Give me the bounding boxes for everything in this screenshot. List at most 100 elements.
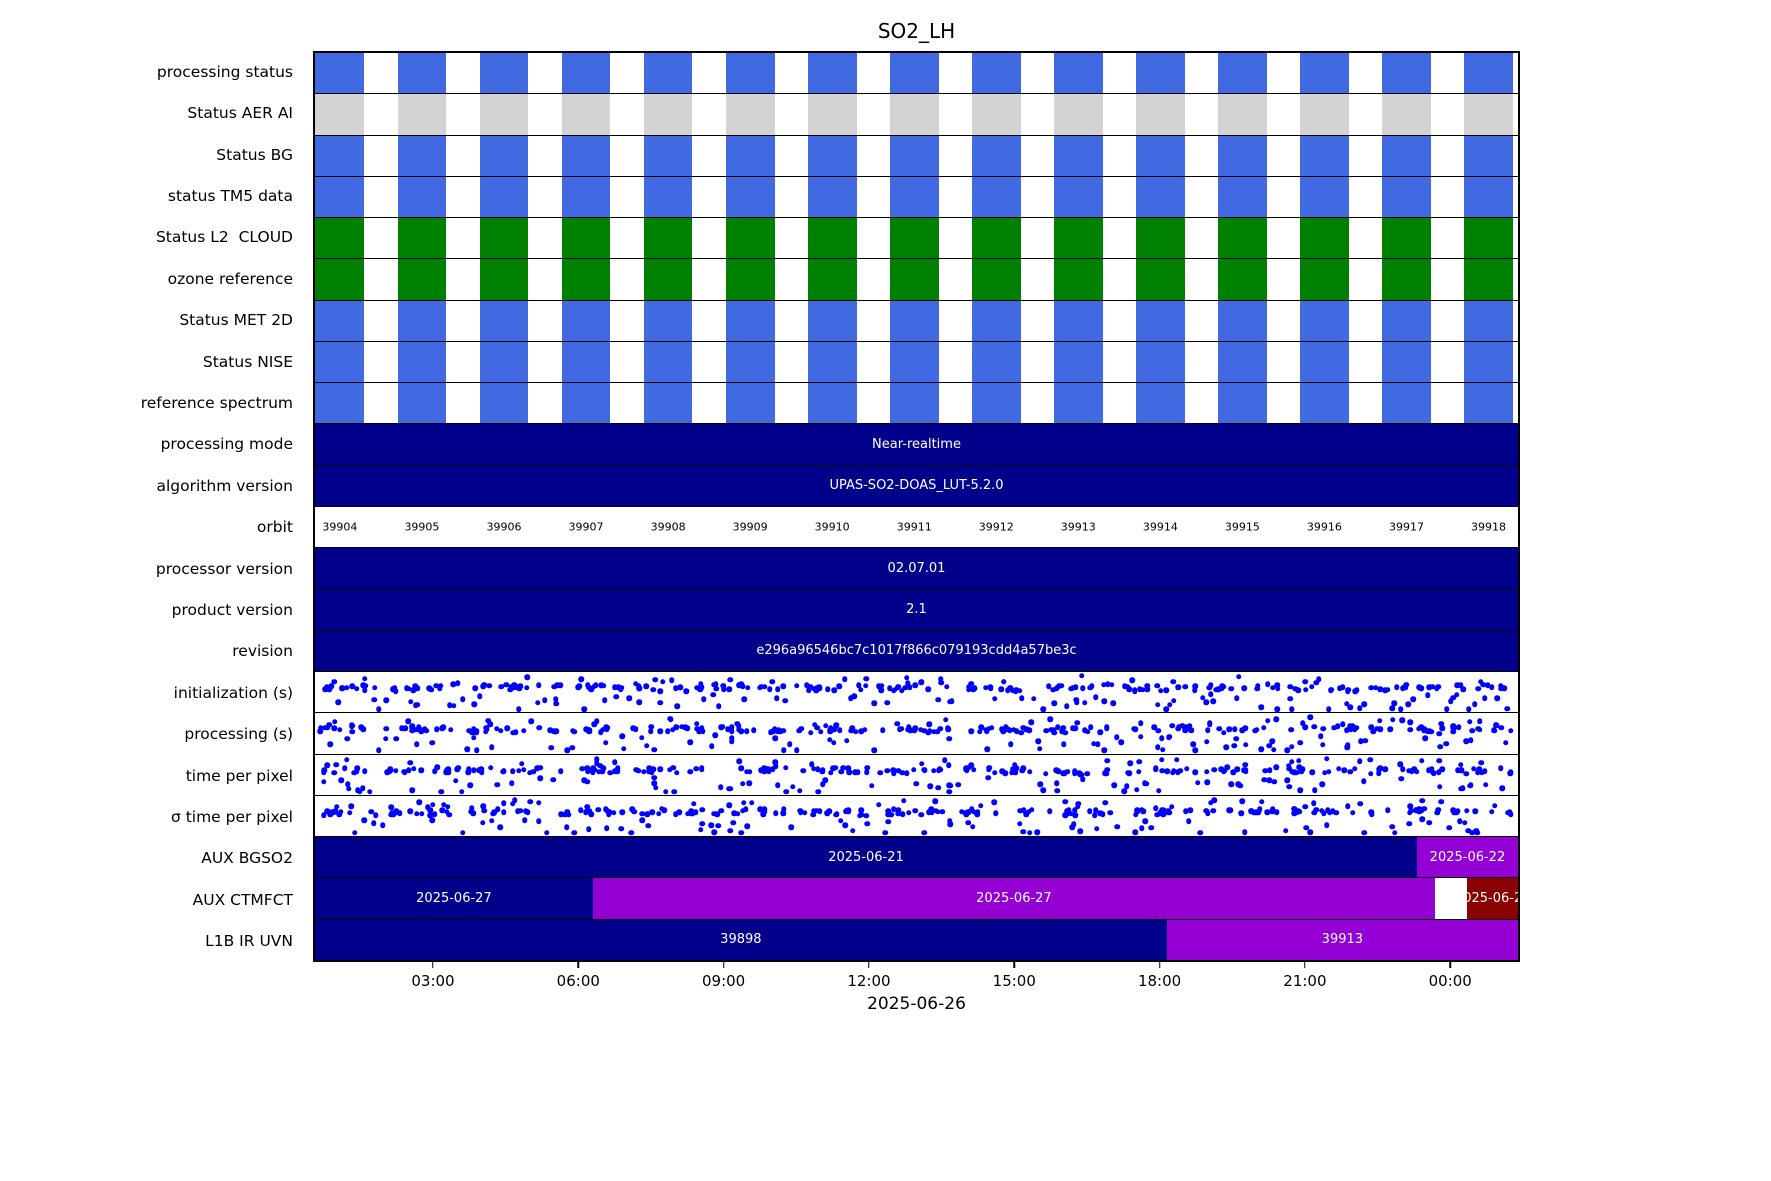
data-point — [524, 685, 530, 691]
status-block — [479, 176, 529, 218]
data-point — [1443, 741, 1450, 747]
data-point — [1258, 704, 1264, 710]
data-point — [633, 766, 639, 773]
data-point — [1019, 695, 1025, 701]
data-point — [1174, 769, 1181, 775]
data-point — [652, 676, 658, 683]
data-point — [1297, 787, 1303, 793]
data-point — [698, 725, 705, 731]
data-point — [494, 725, 500, 732]
data-point — [1266, 742, 1272, 749]
data-point — [863, 812, 870, 819]
data-point — [571, 829, 577, 836]
data-point — [1007, 727, 1013, 733]
data-point — [1507, 770, 1514, 777]
data-point — [708, 743, 715, 750]
data-point — [450, 681, 457, 688]
data-point — [354, 765, 360, 771]
data-point — [674, 703, 680, 709]
data-point — [324, 762, 330, 768]
data-point — [489, 744, 495, 751]
data-point — [712, 732, 719, 739]
status-block — [561, 135, 611, 176]
data-point — [992, 810, 999, 817]
data-point — [1182, 727, 1188, 733]
data-point — [1321, 769, 1328, 776]
data-point — [1425, 692, 1431, 698]
data-point — [387, 767, 394, 773]
data-point — [912, 725, 918, 731]
data-point — [1361, 701, 1368, 708]
status-block — [643, 341, 693, 383]
data-point — [710, 691, 717, 698]
data-point — [1436, 757, 1442, 764]
data-point — [984, 746, 991, 753]
row-label: Status AER AI — [187, 104, 293, 123]
data-point — [1286, 766, 1292, 772]
data-point — [1241, 685, 1247, 691]
data-point — [1450, 729, 1456, 735]
status-block — [1135, 135, 1185, 176]
data-point — [794, 747, 800, 754]
data-point — [541, 697, 548, 704]
data-point — [1275, 685, 1281, 692]
data-point — [1313, 806, 1319, 813]
row-label: Status MET 2D — [179, 311, 293, 330]
data-point — [848, 695, 854, 702]
status-block — [315, 341, 365, 383]
data-point — [1311, 809, 1317, 816]
data-point — [410, 687, 417, 693]
data-point — [1114, 734, 1120, 740]
data-point — [1188, 727, 1195, 734]
data-point — [1190, 741, 1196, 747]
data-point — [427, 812, 434, 818]
data-point — [639, 735, 645, 741]
data-point — [1037, 781, 1044, 787]
data-point — [831, 726, 837, 732]
data-point — [880, 727, 886, 733]
plot-area: Near-realtime UPAS-SO2-DOAS_LUT-5.2.0 3990… — [313, 51, 1520, 962]
data-point — [523, 808, 529, 815]
data-point — [518, 761, 525, 767]
data-point — [1315, 676, 1322, 683]
data-point — [530, 768, 536, 775]
data-point — [405, 685, 412, 692]
data-point — [317, 728, 323, 734]
data-point — [481, 807, 487, 814]
data-point — [439, 807, 446, 813]
data-point — [692, 809, 699, 816]
data-point — [662, 788, 669, 795]
data-point — [1235, 781, 1241, 787]
status-block — [1217, 176, 1267, 218]
data-point — [1242, 725, 1248, 732]
data-point — [1295, 757, 1302, 764]
data-point — [1121, 788, 1127, 794]
data-point — [326, 722, 332, 728]
data-point — [836, 683, 842, 689]
data-point — [822, 777, 829, 783]
data-point — [1431, 770, 1437, 776]
data-point — [772, 735, 778, 742]
status-block — [1300, 341, 1349, 383]
data-point — [858, 728, 865, 734]
data-point — [1326, 706, 1332, 712]
data-point — [736, 681, 743, 688]
data-point — [1477, 679, 1484, 685]
data-point — [1192, 683, 1199, 689]
data-point — [409, 787, 415, 793]
status-block — [315, 135, 365, 176]
data-point — [700, 696, 707, 702]
data-point — [1087, 808, 1093, 815]
data-point — [419, 811, 425, 817]
data-point — [589, 769, 596, 776]
data-point — [1493, 722, 1499, 728]
status-block — [1300, 300, 1349, 341]
data-point — [1187, 722, 1193, 729]
data-point — [1397, 761, 1403, 767]
data-point — [1303, 825, 1309, 831]
x-tick-label: 21:00 — [1283, 972, 1327, 990]
x-tick-label: 18:00 — [1137, 972, 1182, 990]
data-point — [761, 767, 767, 773]
